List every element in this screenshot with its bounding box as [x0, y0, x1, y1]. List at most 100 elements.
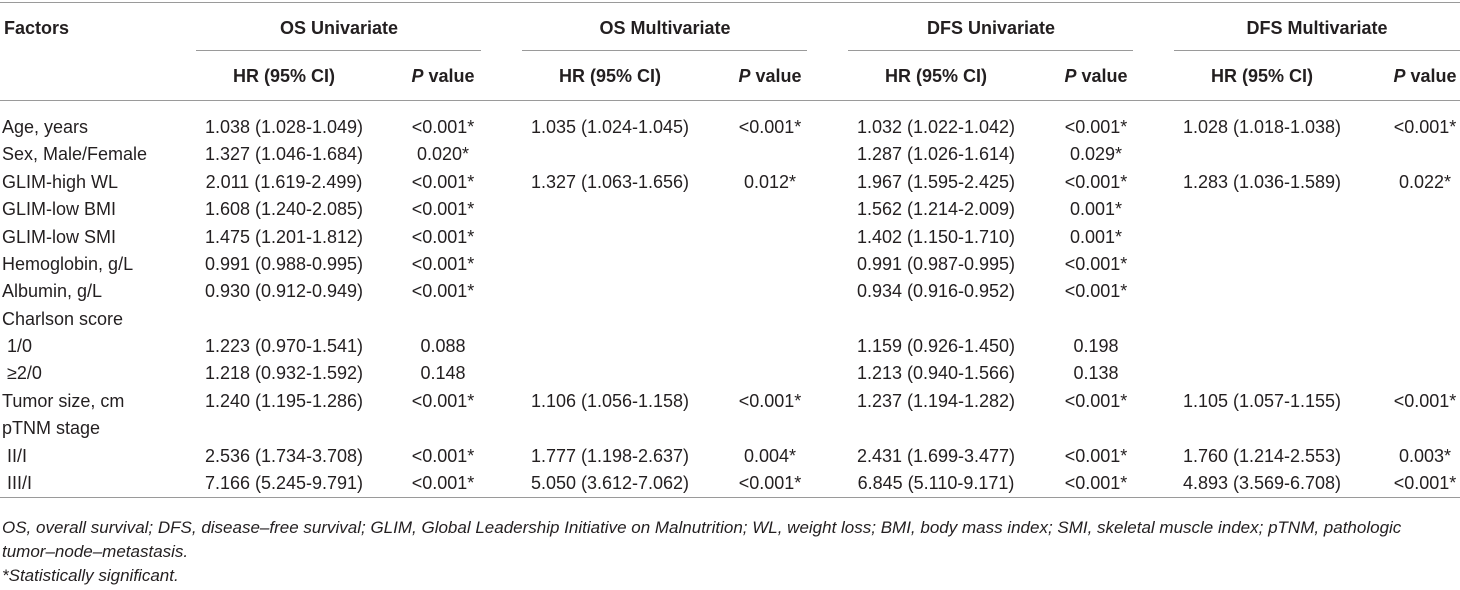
row-label: Albumin, g/L: [2, 281, 103, 302]
p-header: P value: [1393, 66, 1457, 86]
footnote: OS, overall survival; DFS, disease–free …: [2, 518, 1402, 561]
p-header: P value: [1064, 66, 1128, 86]
factors-header: Factors: [4, 18, 70, 38]
group-rule: [196, 50, 481, 51]
hazard-ratio: 1.038 (1.028-1.049): [204, 117, 364, 137]
p-value: <0.001*: [411, 199, 475, 220]
hazard-ratio: 1.035 (1.024-1.045): [530, 117, 690, 137]
header-rule: [0, 100, 1460, 101]
hazard-ratio: 1.159 (0.926-1.450): [856, 336, 1016, 357]
row-label: GLIM-low BMI: [2, 199, 117, 220]
hazard-ratio: 1.213 (0.940-1.566): [856, 363, 1016, 384]
row-label: III/I: [2, 473, 33, 493]
p-value: 0.148: [420, 363, 466, 384]
p-value: 0.022*: [1398, 171, 1452, 192]
group-rule: [1174, 50, 1460, 51]
p-value: <0.001*: [411, 390, 475, 411]
hazard-ratio: 1.032 (1.022-1.042): [856, 117, 1016, 137]
hazard-ratio: 1.402 (1.150-1.710): [856, 226, 1016, 247]
hazard-ratio: 1.562 (1.214-2.009): [856, 199, 1016, 220]
p-value: 0.029*: [1069, 144, 1123, 165]
row-label: II/I: [2, 445, 28, 466]
hazard-ratio: 0.991 (0.988-0.995): [204, 253, 364, 274]
group-rule: [848, 50, 1133, 51]
p-value: <0.001*: [411, 445, 475, 466]
row-label: Hemoglobin, g/L: [2, 253, 134, 274]
hazard-ratio: 5.050 (3.612-7.062): [530, 473, 690, 493]
p-value: 0.012*: [743, 171, 797, 192]
p-value: 0.003*: [1398, 445, 1452, 466]
footnote: *Statistically significant.: [2, 566, 179, 585]
p-value: <0.001*: [1064, 253, 1128, 274]
row-label: GLIM-high WL: [2, 171, 119, 192]
group-header: OS Univariate: [279, 18, 399, 38]
hazard-ratio: 1.105 (1.057-1.155): [1182, 390, 1342, 411]
hazard-ratio: 1.223 (0.970-1.541): [204, 336, 364, 357]
hazard-ratio: 1.760 (1.214-2.553): [1182, 445, 1342, 466]
hazard-ratio: 1.287 (1.026-1.614): [856, 144, 1016, 165]
row-label: 1/0: [2, 336, 33, 357]
hazard-ratio: 1.218 (0.932-1.592): [204, 363, 364, 384]
p-value: <0.001*: [1064, 473, 1128, 493]
top-rule: [0, 2, 1460, 3]
hazard-ratio: 0.934 (0.916-0.952): [856, 281, 1016, 302]
p-value: <0.001*: [411, 281, 475, 302]
p-value: <0.001*: [411, 117, 475, 137]
p-value: <0.001*: [738, 390, 802, 411]
hazard-ratio: 1.327 (1.046-1.684): [204, 144, 364, 165]
p-value: 0.004*: [743, 445, 797, 466]
hazard-ratio: 1.967 (1.595-2.425): [856, 171, 1016, 192]
hazard-ratio: 1.475 (1.201-1.812): [204, 226, 364, 247]
hazard-ratio: 1.240 (1.195-1.286): [204, 390, 364, 411]
hazard-ratio: 2.536 (1.734-3.708): [204, 445, 364, 466]
p-value: 0.020*: [416, 144, 470, 165]
p-value: 0.198: [1073, 336, 1119, 357]
hazard-ratio: 1.028 (1.018-1.038): [1182, 117, 1342, 137]
p-value: <0.001*: [1064, 390, 1128, 411]
p-value: 0.001*: [1069, 226, 1123, 247]
hazard-ratio: 2.431 (1.699-3.477): [856, 445, 1016, 466]
group-rule: [522, 50, 807, 51]
hazard-ratio: 1.327 (1.063-1.656): [530, 171, 690, 192]
group-header: DFS Univariate: [926, 18, 1056, 38]
p-value: <0.001*: [1393, 473, 1457, 493]
p-value: 0.088: [420, 336, 466, 357]
row-label: Charlson score: [2, 308, 124, 329]
row-label: Tumor size, cm: [2, 390, 125, 411]
p-value: <0.001*: [1064, 117, 1128, 137]
hazard-ratio: 4.893 (3.569-6.708): [1182, 473, 1342, 493]
group-header: OS Multivariate: [599, 18, 731, 38]
hr-header: HR (95% CI): [558, 66, 662, 86]
p-value: <0.001*: [1393, 390, 1457, 411]
hazard-ratio: 2.011 (1.619-2.499): [205, 171, 363, 192]
p-header: P value: [411, 66, 475, 86]
hazard-ratio: 1.608 (1.240-2.085): [204, 199, 364, 220]
p-value: <0.001*: [1064, 281, 1128, 302]
hazard-ratio: 1.237 (1.194-1.282): [856, 390, 1016, 411]
p-value: <0.001*: [738, 117, 802, 137]
row-label: ≥2/0: [2, 363, 42, 384]
hazard-ratio: 0.930 (0.912-0.949): [204, 281, 364, 302]
p-value: <0.001*: [738, 473, 802, 493]
hazard-ratio: 7.166 (5.245-9.791): [204, 473, 364, 493]
row-label: Age, years: [2, 117, 89, 137]
hazard-ratio: 6.845 (5.110-9.171): [857, 473, 1015, 493]
p-value: 0.001*: [1069, 199, 1123, 220]
hr-header: HR (95% CI): [232, 66, 336, 86]
row-label: Sex, Male/Female: [2, 144, 148, 165]
row-label: GLIM-low SMI: [2, 226, 117, 247]
p-value: <0.001*: [411, 226, 475, 247]
p-value: <0.001*: [1064, 445, 1128, 466]
p-value: 0.138: [1073, 363, 1119, 384]
p-value: <0.001*: [411, 473, 475, 493]
hazard-ratio: 0.991 (0.987-0.995): [856, 253, 1016, 274]
hazard-ratio: 1.283 (1.036-1.589): [1182, 171, 1342, 192]
p-value: <0.001*: [411, 171, 475, 192]
row-label: pTNM stage: [2, 418, 101, 439]
hazard-ratio: 1.777 (1.198-2.637): [530, 445, 690, 466]
bottom-rule: [0, 497, 1460, 498]
p-header: P value: [738, 66, 802, 86]
p-value: <0.001*: [1064, 171, 1128, 192]
p-value: <0.001*: [1393, 117, 1457, 137]
